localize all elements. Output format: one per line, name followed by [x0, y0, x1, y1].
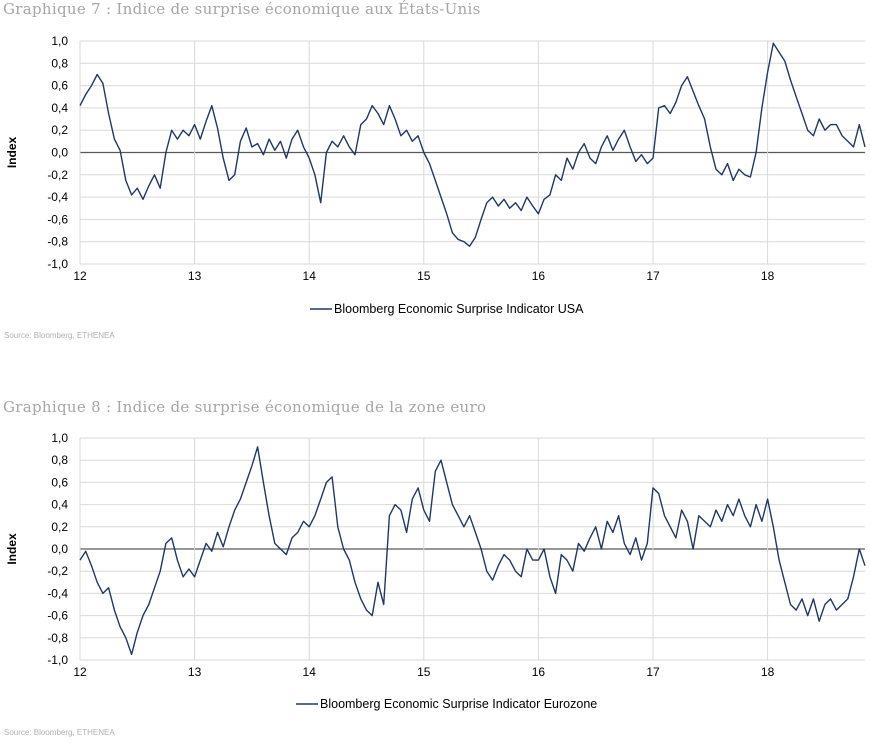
legend-label: Bloomberg Economic Surprise Indicator US… [334, 302, 584, 316]
x-tick-label: 13 [188, 269, 202, 283]
y-tick-label: -0,6 [47, 609, 68, 623]
y-tick-label: 0,2 [51, 520, 68, 534]
y-tick-label: -0,4 [47, 190, 68, 204]
chart-7-title: Graphique 7 : Indice de surprise économi… [3, 0, 481, 18]
y-tick-label: 0,4 [51, 101, 68, 115]
y-tick-label: 0,6 [51, 475, 68, 489]
x-tick-label: 15 [417, 269, 431, 283]
y-tick-label: 0,2 [51, 123, 68, 137]
x-tick-label: 18 [761, 269, 775, 283]
y-tick-label: 0,0 [51, 146, 68, 160]
chart-7: 1,0 0,8 0,6 0,4 0,2 0,0 -0,2 -0,4 -0,6 -0,8 -1,0 12… [5, 34, 866, 316]
x-tick-label: 13 [188, 665, 202, 679]
y-tick-label: 1,0 [51, 34, 68, 48]
series-line [79, 446, 866, 656]
x-tick-label: 16 [532, 665, 546, 679]
chart-7-source: Source: Bloomberg, ETHENEA [4, 331, 115, 340]
legend-label: Bloomberg Economic Surprise Indicator Eu… [320, 697, 597, 711]
x-tick-label: 16 [532, 269, 546, 283]
chart-8-source: Source: Bloomberg, ETHENEA [4, 728, 115, 737]
y-tick-label: 0,4 [51, 498, 68, 512]
chart-8: 1,0 0,8 0,6 0,4 0,2 0,0 -0,2 -0,4 -0,6 -0,8 -1,0 12… [5, 431, 866, 711]
y-axis-label: Index [5, 533, 19, 565]
chart-8-title: Graphique 8 : Indice de surprise économi… [3, 398, 487, 416]
x-tick-label: 12 [73, 665, 87, 679]
y-tick-label: -0,6 [47, 212, 68, 226]
x-tick-label: 14 [303, 269, 317, 283]
y-tick-label: 0,6 [51, 79, 68, 93]
y-tick-label: -0,4 [47, 586, 68, 600]
y-tick-label: -0,2 [47, 168, 68, 182]
y-tick-label: -0,8 [47, 631, 68, 645]
y-tick-label: -1,0 [47, 653, 68, 667]
y-axis-label: Index [5, 137, 19, 169]
y-tick-label: 0,0 [51, 542, 68, 556]
x-tick-label: 17 [646, 665, 660, 679]
y-tick-label: -0,8 [47, 235, 68, 249]
series-line [79, 42, 866, 247]
x-tick-label: 17 [646, 269, 660, 283]
y-tick-label: 1,0 [51, 431, 68, 445]
y-tick-label: -1,0 [47, 257, 68, 271]
y-tick-label: -0,2 [47, 564, 68, 578]
x-tick-label: 15 [417, 665, 431, 679]
x-tick-label: 12 [73, 269, 87, 283]
x-tick-label: 18 [761, 665, 775, 679]
y-tick-label: 0,8 [51, 56, 68, 70]
x-tick-label: 14 [303, 665, 317, 679]
y-tick-label: 0,8 [51, 453, 68, 467]
